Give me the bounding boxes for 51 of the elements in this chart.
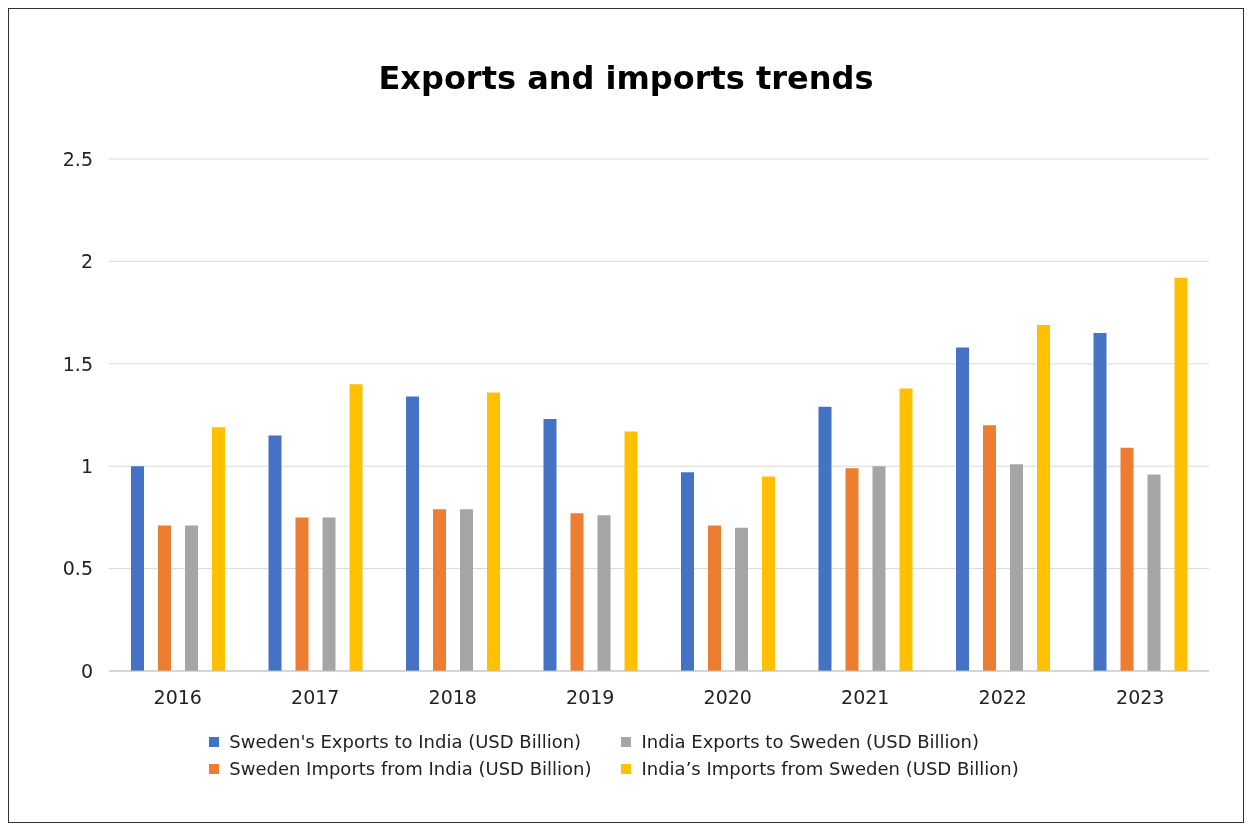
bar xyxy=(1147,474,1161,671)
bar xyxy=(543,419,557,671)
bar xyxy=(212,427,225,671)
bar xyxy=(597,515,611,671)
x-tick-label: 2017 xyxy=(291,686,340,709)
bar xyxy=(872,466,886,671)
y-tick-label: 2.5 xyxy=(62,147,93,170)
legend-label: India’s Imports from Sweden (USD Billion) xyxy=(641,758,1019,779)
bar xyxy=(131,466,144,671)
bar xyxy=(433,509,446,671)
legend-label: India Exports to Sweden (USD Billion) xyxy=(641,731,980,752)
bar xyxy=(570,513,584,671)
x-tick-label: 2019 xyxy=(566,686,615,709)
bar xyxy=(708,525,721,671)
bar xyxy=(762,476,775,671)
bar xyxy=(818,406,832,671)
bar xyxy=(487,392,500,671)
bar xyxy=(406,396,419,671)
y-tick-label: 0.5 xyxy=(62,557,93,580)
x-tick-label: 2018 xyxy=(428,686,477,709)
bar xyxy=(1037,324,1050,671)
y-tick-label: 1.5 xyxy=(62,352,93,375)
bar xyxy=(349,384,363,671)
bar xyxy=(185,525,198,671)
x-tick-label: 2023 xyxy=(1116,686,1165,709)
x-tick-label: 2021 xyxy=(841,686,890,709)
bar xyxy=(322,517,336,671)
y-tick-label: 0 xyxy=(80,659,93,682)
bar xyxy=(681,472,694,671)
chart-title: Exports and imports trends xyxy=(377,59,875,99)
x-tick-label: 2022 xyxy=(978,686,1027,709)
bar xyxy=(624,431,638,671)
bar xyxy=(1174,277,1188,671)
bar xyxy=(899,388,913,671)
x-tick-label: 2016 xyxy=(153,686,202,709)
legend-label: Sweden Imports from India (USD Billion) xyxy=(229,758,592,779)
bar xyxy=(460,509,473,671)
x-tick-label: 2020 xyxy=(703,686,752,709)
bar xyxy=(1093,333,1107,671)
bar xyxy=(1010,464,1023,671)
bar xyxy=(983,425,996,671)
bar xyxy=(956,347,969,671)
bar xyxy=(295,517,309,671)
y-tick-label: 2 xyxy=(80,250,93,273)
bar xyxy=(735,527,748,671)
y-tick-label: 1 xyxy=(80,454,93,477)
bar xyxy=(845,468,859,671)
bar xyxy=(268,435,282,671)
bar xyxy=(158,525,171,671)
bar xyxy=(1120,447,1134,671)
legend-label: Sweden's Exports to India (USD Billion) xyxy=(229,731,582,752)
